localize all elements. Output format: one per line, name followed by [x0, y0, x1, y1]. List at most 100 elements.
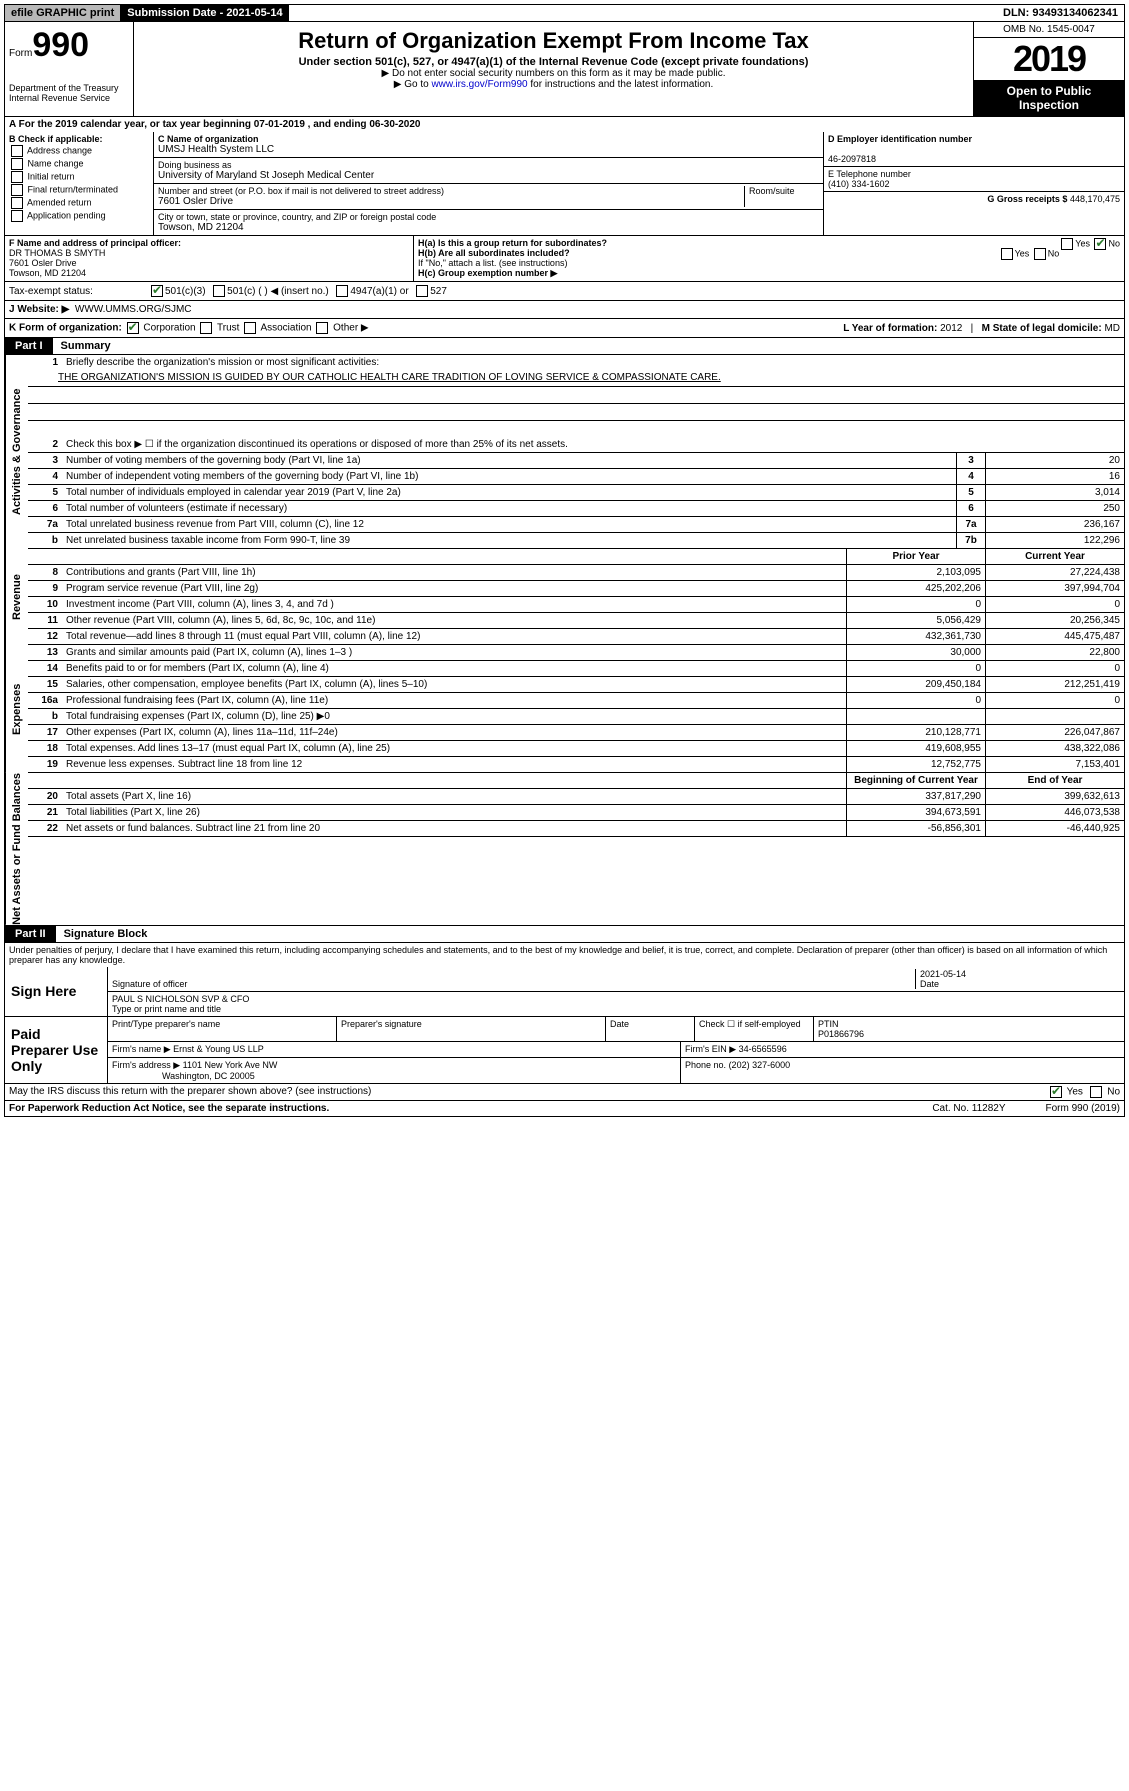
table-row: 22Net assets or fund balances. Subtract … — [28, 821, 1124, 837]
period-row: A For the 2019 calendar year, or tax yea… — [4, 117, 1125, 132]
city-zip: Towson, MD 21204 — [158, 222, 244, 233]
table-row: 13Grants and similar amounts paid (Part … — [28, 645, 1124, 661]
revenue-section: Revenue Prior Year Current Year 8Contrib… — [4, 549, 1125, 645]
firm-city: Washington, DC 20005 — [162, 1071, 255, 1081]
check-501c[interactable] — [213, 285, 225, 297]
check-trust[interactable] — [200, 322, 212, 334]
info-grid: B Check if applicable: Address change Na… — [4, 132, 1125, 236]
efile-link[interactable]: efile GRAPHIC print — [5, 5, 121, 21]
discuss-no[interactable] — [1090, 1086, 1102, 1098]
row-fh: F Name and address of principal officer:… — [4, 236, 1125, 282]
check-assoc[interactable] — [244, 322, 256, 334]
subtitle-1: Under section 501(c), 527, or 4947(a)(1)… — [142, 56, 965, 68]
addr-label: Number and street (or P.O. box if mail i… — [158, 186, 444, 196]
check-501c3[interactable] — [151, 285, 163, 297]
sign-date: 2021-05-14 — [920, 969, 966, 979]
check-final[interactable]: Final return/terminated — [9, 184, 149, 196]
check-4947[interactable] — [336, 285, 348, 297]
side-expenses: Expenses — [5, 645, 28, 773]
table-row: 15Salaries, other compensation, employee… — [28, 677, 1124, 693]
firm-addr: 1101 New York Ave NW — [183, 1060, 278, 1070]
check-pending[interactable]: Application pending — [9, 210, 149, 222]
part1-title: Summary — [53, 338, 119, 354]
check-other[interactable] — [316, 322, 328, 334]
discuss-yes[interactable] — [1050, 1086, 1062, 1098]
phone-label: E Telephone number — [828, 169, 911, 179]
check-initial[interactable]: Initial return — [9, 171, 149, 183]
phone: (410) 334-1602 — [828, 179, 890, 189]
cat-no: Cat. No. 11282Y — [932, 1103, 1005, 1114]
table-row: 20Total assets (Part X, line 16)337,817,… — [28, 789, 1124, 805]
check-527[interactable] — [416, 285, 428, 297]
ein-label: D Employer identification number — [828, 134, 972, 144]
check-name[interactable]: Name change — [9, 158, 149, 170]
tax-status-row: Tax-exempt status: 501(c)(3) 501(c) ( ) … — [4, 282, 1125, 301]
submission-date: Submission Date - 2021-05-14 — [121, 5, 288, 21]
open-inspection: Open to Public Inspection — [974, 80, 1124, 116]
table-row: 17Other expenses (Part IX, column (A), l… — [28, 725, 1124, 741]
table-row: 18Total expenses. Add lines 13–17 (must … — [28, 741, 1124, 757]
year-formation: 2012 — [940, 323, 962, 334]
prior-year-header: Prior Year — [846, 549, 985, 564]
part2-title: Signature Block — [56, 926, 156, 942]
table-row: 6Total number of volunteers (estimate if… — [28, 501, 1124, 517]
discuss-row: May the IRS discuss this return with the… — [4, 1084, 1125, 1101]
side-net: Net Assets or Fund Balances — [5, 773, 28, 925]
part2-tab: Part II — [5, 926, 56, 942]
mission-text: THE ORGANIZATION'S MISSION IS GUIDED BY … — [58, 372, 721, 383]
state-domicile: MD — [1104, 323, 1120, 334]
net-assets-section: Net Assets or Fund Balances Beginning of… — [4, 773, 1125, 926]
status-label: Tax-exempt status: — [9, 286, 149, 297]
check-address[interactable]: Address change — [9, 145, 149, 157]
form-number: 990 — [32, 26, 89, 64]
paid-preparer-label: Paid Preparer Use Only — [5, 1017, 107, 1083]
firm-phone: (202) 327-6000 — [729, 1060, 791, 1070]
dba: University of Maryland St Joseph Medical… — [158, 170, 374, 181]
perjury-text: Under penalties of perjury, I declare th… — [4, 943, 1125, 967]
irs-link[interactable]: www.irs.gov/Form990 — [431, 79, 527, 90]
title-box: Return of Organization Exempt From Incom… — [134, 22, 973, 116]
table-row: 21Total liabilities (Part X, line 26)394… — [28, 805, 1124, 821]
firm-ein: 34-6565596 — [739, 1044, 787, 1054]
col-de: D Employer identification number 46-2097… — [824, 132, 1124, 235]
table-row: 7aTotal unrelated business revenue from … — [28, 517, 1124, 533]
subtitle-3: ▶ Go to www.irs.gov/Form990 for instruct… — [142, 79, 965, 90]
room-label: Room/suite — [744, 186, 819, 207]
table-row: 8Contributions and grants (Part VIII, li… — [28, 565, 1124, 581]
ptin: P01866796 — [818, 1029, 864, 1039]
check-corp[interactable] — [127, 322, 139, 334]
form-footer: Form 990 (2019) — [1046, 1103, 1120, 1114]
dln: DLN: 93493134062341 — [997, 5, 1124, 21]
expenses-section: Expenses 13Grants and similar amounts pa… — [4, 645, 1125, 773]
col-b: B Check if applicable: Address change Na… — [5, 132, 154, 235]
tax-year: 2019 — [974, 38, 1124, 80]
form-word: Form — [9, 48, 32, 59]
dept-label: Department of the Treasury Internal Reve… — [9, 83, 129, 103]
website-row: J Website: ▶ WWW.UMMS.ORG/SJMC — [4, 301, 1125, 319]
website-url[interactable]: WWW.UMMS.ORG/SJMC — [75, 304, 192, 315]
col-c: C Name of organization UMSJ Health Syste… — [154, 132, 824, 235]
current-year-header: Current Year — [985, 549, 1124, 564]
part1-tab: Part I — [5, 338, 53, 354]
table-row: 12Total revenue—add lines 8 through 11 (… — [28, 629, 1124, 645]
org-name: UMSJ Health System LLC — [158, 144, 274, 155]
table-row: bNet unrelated business taxable income f… — [28, 533, 1124, 549]
table-row: 5Total number of individuals employed in… — [28, 485, 1124, 501]
name-label: C Name of organization — [158, 134, 259, 144]
main-title: Return of Organization Exempt From Incom… — [142, 28, 965, 54]
table-row: 4Number of independent voting members of… — [28, 469, 1124, 485]
gross-label: G Gross receipts $ — [987, 194, 1070, 204]
klm-row: K Form of organization: Corporation Trus… — [4, 319, 1125, 338]
table-row: 11Other revenue (Part VIII, column (A), … — [28, 613, 1124, 629]
table-row: 19Revenue less expenses. Subtract line 1… — [28, 757, 1124, 773]
governance-section: Activities & Governance 1 Briefly descri… — [4, 355, 1125, 549]
table-row: 3Number of voting members of the governi… — [28, 453, 1124, 469]
street-addr: 7601 Osler Drive — [158, 196, 233, 207]
form-number-box: Form990 Department of the Treasury Inter… — [5, 22, 134, 116]
officer-box: F Name and address of principal officer:… — [5, 236, 414, 281]
end-year-header: End of Year — [985, 773, 1124, 788]
side-revenue: Revenue — [5, 549, 28, 645]
sign-here-label: Sign Here — [5, 967, 107, 1016]
check-amended[interactable]: Amended return — [9, 197, 149, 209]
officer-addr2: Towson, MD 21204 — [9, 268, 86, 278]
